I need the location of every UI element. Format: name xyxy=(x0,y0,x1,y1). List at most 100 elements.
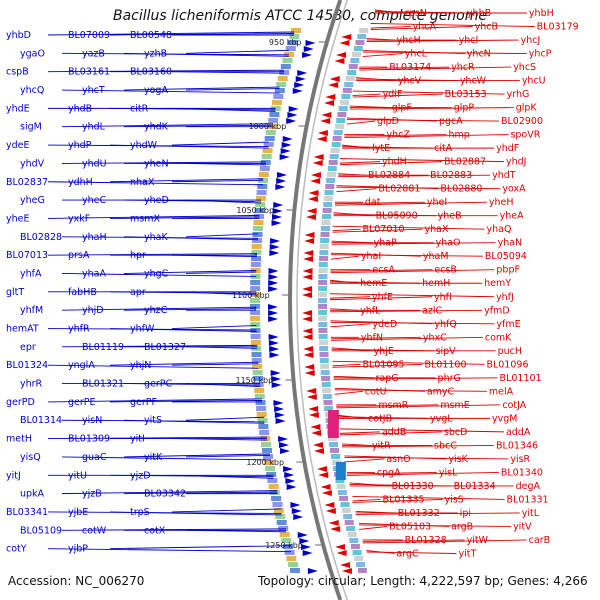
feature-block xyxy=(321,376,331,381)
feature-block xyxy=(336,484,346,489)
gene-label: cotU xyxy=(365,386,387,397)
gene-label: yoxA xyxy=(502,184,526,195)
gene-label: yxkF xyxy=(68,213,90,224)
gene-label: yitL xyxy=(522,508,540,519)
leader-line xyxy=(171,71,285,74)
gene-label: yjbP xyxy=(68,544,88,555)
gene-arrow-right xyxy=(308,190,319,196)
feature-block xyxy=(264,136,275,141)
gene-label: pucH xyxy=(498,346,522,357)
gene-arrow-left xyxy=(274,406,285,412)
gene-arrow-left xyxy=(287,112,298,118)
gene-label: BL01096 xyxy=(486,359,528,370)
leader-line xyxy=(109,178,264,183)
leader-line xyxy=(352,498,443,503)
feature-block xyxy=(257,184,268,189)
feature-block-highlight xyxy=(327,410,339,438)
gene-label: fabHB xyxy=(68,287,97,298)
gene-arrow-right xyxy=(308,406,319,412)
gene-arrow-left xyxy=(281,142,292,148)
feature-block xyxy=(318,328,328,333)
gene-arrow-left xyxy=(268,274,279,280)
leader-line xyxy=(109,216,260,219)
leader-line xyxy=(346,471,437,475)
gene-label: ydeE xyxy=(6,140,30,151)
gene-label: BL05109 xyxy=(20,525,62,536)
feature-block xyxy=(319,256,329,261)
gene-label: yheA xyxy=(500,211,524,222)
feature-block xyxy=(252,238,263,243)
feature-block xyxy=(322,208,332,213)
gene-label: yhjN xyxy=(130,360,151,371)
leader-line xyxy=(339,158,505,163)
feature-block-highlight xyxy=(335,462,346,480)
gene-arrow-left xyxy=(300,544,311,550)
gene-label: yheH xyxy=(489,197,514,208)
gene-arrow-right xyxy=(303,256,314,262)
feature-block xyxy=(320,364,330,369)
feature-block xyxy=(350,544,360,549)
gene-arrow-left xyxy=(295,76,306,82)
gene-arrow-right xyxy=(329,76,340,82)
feature-block xyxy=(279,70,290,75)
leader-line xyxy=(185,162,266,166)
feature-block xyxy=(321,226,330,231)
leader-line xyxy=(359,66,512,71)
gene-label: upkA xyxy=(20,489,45,500)
leader-line xyxy=(47,364,259,369)
gene-arrow-right xyxy=(324,100,335,106)
feature-block xyxy=(266,472,277,477)
feature-block xyxy=(340,502,350,507)
feature-block xyxy=(338,106,348,111)
feature-block xyxy=(337,112,347,117)
leader-line xyxy=(123,52,289,57)
gene-label: yhdL xyxy=(82,122,106,133)
leader-line xyxy=(344,458,385,463)
feature-block xyxy=(253,382,264,387)
gene-arrow-right xyxy=(303,352,314,358)
gene-arrow-right xyxy=(304,232,315,238)
gene-arrow-left xyxy=(271,382,282,388)
leader-line xyxy=(362,51,527,54)
feature-block xyxy=(318,298,327,303)
gene-arrow-right xyxy=(334,544,345,550)
feature-block xyxy=(326,172,336,177)
leader-line xyxy=(330,255,359,260)
topology-text: Topology: circular; Length: 4,222,597 bp… xyxy=(258,574,588,588)
gene-label: yvgM xyxy=(492,413,517,424)
gene-label: BL02900 xyxy=(501,116,543,127)
gene-label: yheI xyxy=(427,197,447,208)
gene-label: yisK xyxy=(448,454,468,465)
leader-line xyxy=(171,291,257,296)
feature-block xyxy=(319,358,329,363)
gene-label: yhjE xyxy=(374,346,394,357)
feature-block xyxy=(256,190,267,195)
leader-line xyxy=(123,419,265,424)
scale-tick-label: 1050 kbp xyxy=(236,206,274,215)
gene-label: BL03153 xyxy=(445,89,487,100)
feature-block xyxy=(318,304,327,309)
gene-label: argC xyxy=(396,548,419,559)
gene-label: BL03160 xyxy=(130,67,172,78)
gene-label: yhdW xyxy=(130,140,158,151)
feature-block xyxy=(258,172,269,177)
gene-label: BL01324 xyxy=(6,360,48,371)
feature-block xyxy=(250,328,261,333)
gene-arrow-left xyxy=(290,502,301,508)
gene-label: yhfI xyxy=(434,292,452,303)
leader-line xyxy=(332,225,485,230)
gene-arrow-right xyxy=(321,112,332,118)
feature-block xyxy=(318,292,327,297)
gene-arrow-left xyxy=(276,172,287,178)
feature-block xyxy=(328,436,338,441)
gene-label: yhcN xyxy=(467,49,491,60)
leader-line xyxy=(330,269,433,272)
feature-block xyxy=(250,322,261,327)
leader-line xyxy=(344,134,509,139)
feature-block xyxy=(286,556,297,561)
feature-block xyxy=(329,442,338,447)
gene-label: BL03342 xyxy=(144,489,186,500)
gene-label: yhdK xyxy=(144,122,169,133)
feature-block xyxy=(254,214,264,219)
feature-block xyxy=(250,280,261,285)
